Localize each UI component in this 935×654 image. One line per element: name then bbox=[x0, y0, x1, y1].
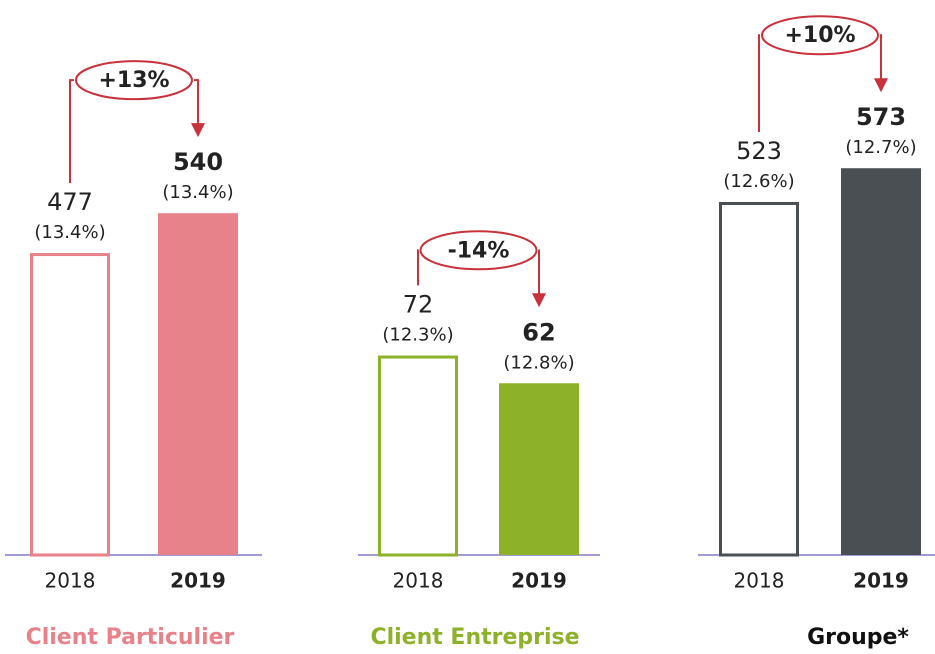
change-ellipse bbox=[419, 230, 538, 271]
value-label: 540 bbox=[173, 148, 223, 176]
share-label: (12.7%) bbox=[845, 137, 916, 158]
change-bracket bbox=[758, 34, 882, 132]
change-arrow bbox=[191, 123, 205, 138]
change-label: +10% bbox=[784, 23, 855, 48]
x-tick-label: 2019 bbox=[853, 569, 909, 593]
value-label: 477 bbox=[47, 188, 93, 216]
chart-title: Client Entreprise bbox=[370, 625, 579, 650]
value-label: 573 bbox=[856, 103, 906, 131]
change-bracket bbox=[417, 249, 540, 298]
bar bbox=[30, 253, 110, 557]
bar bbox=[378, 355, 458, 557]
x-tick-label: 2018 bbox=[45, 569, 96, 593]
bar bbox=[499, 383, 579, 555]
x-tick-label: 2019 bbox=[511, 569, 567, 593]
bar bbox=[158, 213, 238, 555]
change-label: -14% bbox=[448, 238, 510, 263]
share-label: (12.3%) bbox=[382, 325, 453, 346]
x-tick-label: 2018 bbox=[734, 569, 785, 593]
x-tick-label: 2019 bbox=[170, 569, 226, 593]
share-label: (12.8%) bbox=[503, 352, 574, 373]
change-label: +13% bbox=[98, 68, 169, 93]
bar bbox=[841, 168, 921, 555]
bar bbox=[719, 201, 799, 557]
change-arrow bbox=[874, 78, 888, 93]
value-label: 62 bbox=[522, 318, 555, 346]
value-label: 523 bbox=[736, 137, 782, 165]
value-label: 72 bbox=[403, 291, 434, 319]
share-label: (12.6%) bbox=[723, 171, 794, 192]
share-label: (13.4%) bbox=[162, 182, 233, 203]
change-ellipse bbox=[75, 60, 193, 101]
share-label: (13.4%) bbox=[34, 222, 105, 243]
change-arrow bbox=[532, 293, 546, 308]
change-ellipse bbox=[761, 15, 879, 56]
chart-title: Client Particulier bbox=[26, 625, 235, 650]
chart-title: Groupe* bbox=[807, 625, 909, 650]
change-bracket bbox=[69, 79, 199, 184]
x-tick-label: 2018 bbox=[393, 569, 444, 593]
